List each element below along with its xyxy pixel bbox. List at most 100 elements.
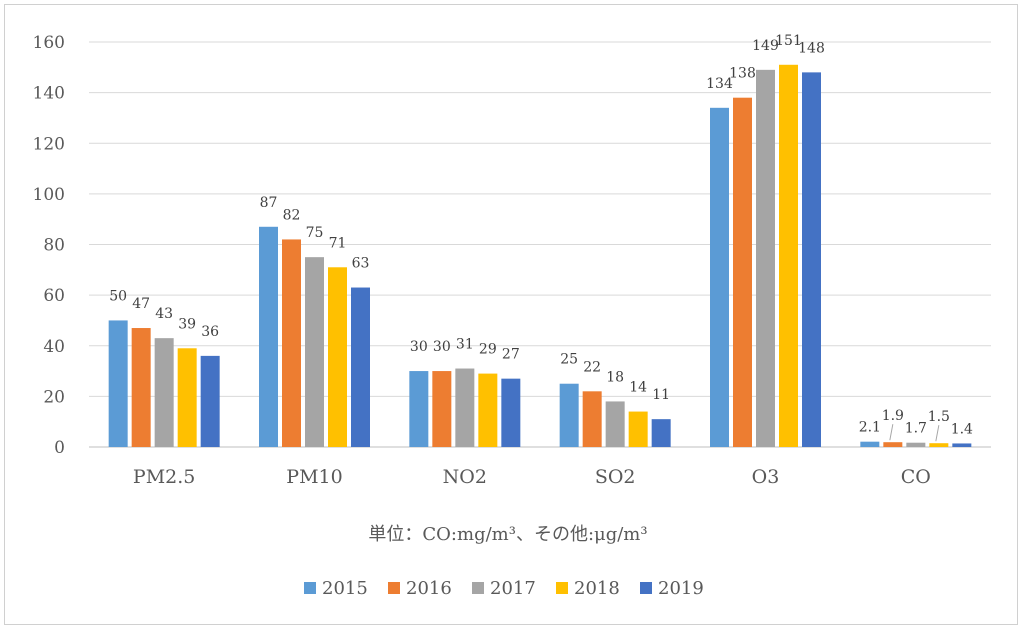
legend-swatch	[304, 582, 316, 594]
leader-line	[889, 424, 894, 441]
bar-2017-SO2	[605, 401, 625, 447]
data-label: 36	[201, 324, 219, 340]
bar-2018-CO	[929, 443, 949, 447]
category-label: O3	[752, 466, 780, 488]
legend-label: 2016	[406, 578, 452, 599]
y-tick-label: 140	[33, 84, 65, 104]
bar-2019-O3	[802, 72, 821, 447]
bar-chart: 0 20 40 60 80 100 120 140 160 50 47 43 39 36 87 82 75 71…	[33, 33, 991, 599]
bar-2015-SO2	[559, 383, 579, 447]
x-axis-categories: PM2.5 PM10 NO2 SO2 O3 CO	[133, 466, 931, 488]
data-label: 30	[433, 339, 451, 355]
leader-line	[935, 425, 940, 442]
data-label: 18	[606, 369, 624, 385]
bar-2018-NO2	[478, 373, 498, 447]
legend-label: 2015	[322, 578, 368, 599]
bars	[108, 64, 972, 447]
category-label: SO2	[595, 466, 636, 488]
data-label: 63	[352, 256, 370, 272]
bar-2016-NO2	[432, 371, 452, 447]
category-label: CO	[901, 466, 931, 488]
y-tick-label: 60	[43, 286, 65, 306]
bar-2016-PM10	[282, 239, 301, 447]
legend-item-2018: 2018	[556, 578, 620, 599]
data-label: 71	[329, 235, 347, 251]
data-label: 11	[652, 387, 670, 403]
bar-2015-NO2	[409, 371, 429, 447]
bar-2015-PM10	[259, 226, 278, 447]
data-label: 39	[178, 316, 196, 332]
data-label: 29	[479, 342, 497, 358]
data-label: 31	[456, 337, 474, 353]
data-label: 148	[798, 40, 825, 56]
data-label: 149	[752, 38, 779, 54]
data-label: 2.1	[859, 420, 881, 436]
gridlines	[89, 41, 991, 448]
data-label: 1.5	[928, 409, 950, 425]
unit-note: 単位：CO:mg/m³、その他:μg/m³	[368, 524, 647, 545]
bar-2019-NO2	[501, 378, 521, 447]
y-tick-label: 160	[33, 33, 65, 53]
data-label: 30	[410, 339, 428, 355]
y-tick-label: 100	[33, 185, 65, 205]
data-label: 138	[729, 66, 756, 82]
bar-2019-CO	[952, 443, 972, 447]
bar-2015-PM2.5	[108, 320, 128, 447]
legend-item-2015: 2015	[304, 578, 368, 599]
bar-2015-O3	[710, 107, 729, 447]
bar-2015-CO	[860, 441, 880, 447]
data-label: 1.9	[882, 408, 904, 424]
data-labels: 50 47 43 39 36 87 82 75 71 63 30 30 31 29 27 25 22 18 14 11…	[109, 33, 973, 442]
legend-item-2016: 2016	[388, 578, 452, 599]
bar-2019-PM10	[351, 287, 370, 447]
bar-2018-SO2	[628, 411, 648, 447]
legend-swatch	[640, 582, 652, 594]
chart-frame: 0 20 40 60 80 100 120 140 160 50 47 43 39 36 87 82 75 71…	[4, 4, 1018, 625]
data-label: 25	[560, 352, 578, 368]
y-tick-label: 80	[43, 236, 65, 256]
legend-label: 2017	[490, 578, 536, 599]
data-label: 27	[502, 347, 520, 363]
y-tick-label: 40	[43, 337, 65, 357]
bar-2016-O3	[733, 97, 752, 447]
bar-2017-CO	[906, 442, 926, 447]
legend-label: 2019	[658, 578, 704, 599]
bar-2016-PM2.5	[131, 328, 151, 447]
data-label: 87	[260, 195, 278, 211]
bar-2017-O3	[756, 69, 775, 447]
data-label: 75	[306, 225, 324, 241]
data-label: 43	[155, 306, 173, 322]
legend: 2015 2016 2017 2018 2019	[304, 578, 704, 599]
bar-2018-PM2.5	[177, 348, 197, 447]
y-axis-ticks: 0 20 40 60 80 100 120 140 160	[33, 33, 65, 458]
bar-2018-O3	[779, 64, 798, 447]
bar-2016-SO2	[582, 391, 602, 447]
bar-2019-PM2.5	[200, 355, 220, 447]
legend-label: 2018	[574, 578, 620, 599]
y-tick-label: 120	[33, 134, 65, 154]
bar-2017-NO2	[455, 368, 475, 447]
category-label: PM2.5	[133, 466, 195, 488]
data-label: 82	[283, 207, 301, 223]
legend-swatch	[388, 582, 400, 594]
data-label: 134	[706, 76, 733, 92]
bar-2017-PM2.5	[154, 338, 174, 447]
bar-2018-PM10	[328, 267, 347, 447]
data-label: 1.4	[951, 421, 973, 437]
data-label: 1.7	[905, 421, 927, 437]
bar-2019-SO2	[651, 419, 671, 447]
data-label: 50	[109, 288, 127, 304]
y-tick-label: 0	[54, 438, 65, 458]
legend-item-2017: 2017	[472, 578, 536, 599]
legend-swatch	[556, 582, 568, 594]
data-label: 47	[132, 296, 150, 312]
legend-item-2019: 2019	[640, 578, 704, 599]
y-tick-label: 20	[43, 387, 65, 407]
legend-swatch	[472, 582, 484, 594]
category-label: NO2	[443, 466, 487, 488]
data-label: 22	[583, 359, 601, 375]
data-label: 14	[629, 380, 647, 396]
bar-2016-CO	[883, 442, 903, 447]
category-label: PM10	[286, 466, 342, 488]
bar-2017-PM10	[305, 257, 324, 447]
